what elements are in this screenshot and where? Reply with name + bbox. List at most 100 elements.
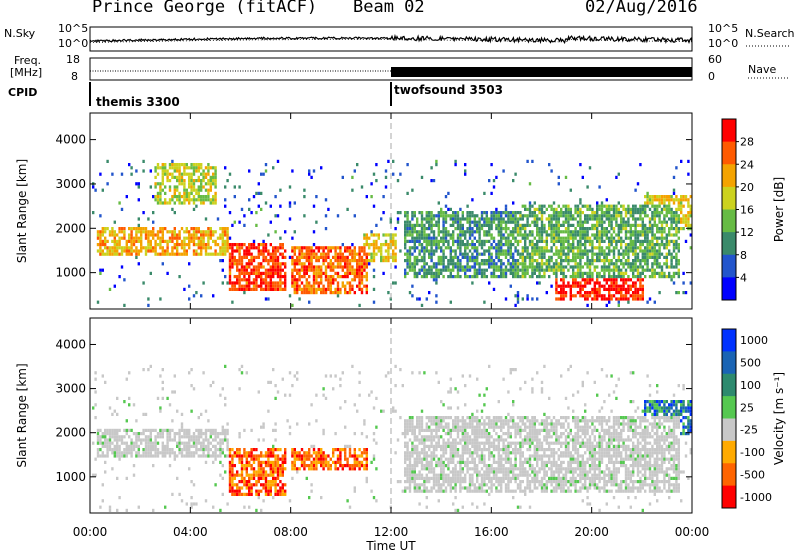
data-cell <box>420 428 424 432</box>
data-cell <box>471 265 474 269</box>
data-cell <box>149 428 152 432</box>
data-cell <box>228 448 232 452</box>
data-cell <box>615 287 618 291</box>
data-cell <box>579 243 582 247</box>
data-cell <box>507 249 510 253</box>
data-cell <box>305 451 308 455</box>
data-cell <box>584 233 587 237</box>
data-cell <box>596 297 599 301</box>
data-cell <box>111 451 114 455</box>
data-cell <box>416 464 419 468</box>
data-cell <box>504 268 508 272</box>
data-cell <box>111 172 114 176</box>
data-cell <box>281 460 284 464</box>
data-cell <box>596 201 599 205</box>
data-cell <box>425 422 428 426</box>
data-cell <box>156 182 160 186</box>
data-cell <box>351 255 354 259</box>
data-cell <box>279 486 282 490</box>
data-cell <box>202 195 205 199</box>
data-cell <box>207 454 210 458</box>
data-cell <box>212 380 215 384</box>
data-cell <box>610 294 613 298</box>
data-cell <box>423 444 426 448</box>
data-cell <box>281 377 284 381</box>
data-cell <box>562 287 565 291</box>
data-cell <box>653 243 656 247</box>
data-cell <box>106 451 109 455</box>
data-cell <box>293 467 296 471</box>
data-cell <box>564 255 568 259</box>
data-cell <box>255 483 258 487</box>
data-cell <box>284 460 287 464</box>
data-cell <box>269 492 272 496</box>
data-cell <box>296 470 299 474</box>
data-cell <box>197 166 200 170</box>
data-cell <box>636 275 640 279</box>
data-cell <box>173 227 176 231</box>
data-cell <box>524 214 527 218</box>
data-cell <box>636 287 640 291</box>
data-cell <box>240 284 244 288</box>
data-cell <box>680 159 683 163</box>
data-cell <box>406 191 409 195</box>
data-cell <box>320 281 323 285</box>
data-cell <box>634 265 637 269</box>
data-cell <box>500 223 503 227</box>
data-cell <box>236 246 239 250</box>
data-cell <box>411 422 414 426</box>
data-cell <box>629 233 632 237</box>
data-cell <box>620 284 623 288</box>
data-cell <box>96 236 100 240</box>
data-cell <box>188 448 191 452</box>
data-cell <box>536 297 539 301</box>
data-cell <box>240 207 244 211</box>
data-cell <box>164 444 167 448</box>
data-cell <box>588 278 592 282</box>
data-cell <box>99 268 102 272</box>
data-cell <box>528 182 532 186</box>
data-cell <box>293 252 296 256</box>
data-cell <box>435 281 438 285</box>
data-cell <box>104 236 107 240</box>
data-cell <box>634 259 637 263</box>
data-cell <box>195 230 198 234</box>
data-cell <box>269 464 272 468</box>
data-cell <box>296 259 299 263</box>
data-cell <box>416 223 419 227</box>
data-cell <box>132 236 136 240</box>
data-cell <box>195 198 198 202</box>
data-cell <box>608 217 611 221</box>
data-cell <box>512 236 515 240</box>
data-cell <box>168 166 172 170</box>
data-cell <box>476 249 479 253</box>
data-cell <box>202 451 205 455</box>
data-cell <box>586 303 589 307</box>
data-cell <box>269 259 272 263</box>
data-cell <box>291 262 294 266</box>
data-cell <box>195 441 198 445</box>
data-cell <box>212 179 215 183</box>
data-cell <box>365 435 368 439</box>
data-cell <box>545 262 548 266</box>
data-cell <box>420 451 424 455</box>
data-cell <box>216 243 220 247</box>
data-cell <box>636 182 640 186</box>
data-cell <box>404 246 407 250</box>
data-cell <box>411 211 414 215</box>
data-cell <box>665 223 668 227</box>
data-cell <box>584 217 587 221</box>
data-cell <box>425 454 428 458</box>
data-cell <box>96 451 100 455</box>
data-cell <box>435 163 438 167</box>
data-cell <box>202 236 205 240</box>
data-cell <box>423 252 426 256</box>
colorbar-segment <box>722 141 736 165</box>
data-cell <box>610 227 613 231</box>
data-cell <box>612 287 616 291</box>
data-cell <box>406 457 409 461</box>
data-cell <box>531 271 534 275</box>
data-cell <box>404 259 407 263</box>
data-cell <box>418 438 421 442</box>
data-cell <box>483 300 486 304</box>
